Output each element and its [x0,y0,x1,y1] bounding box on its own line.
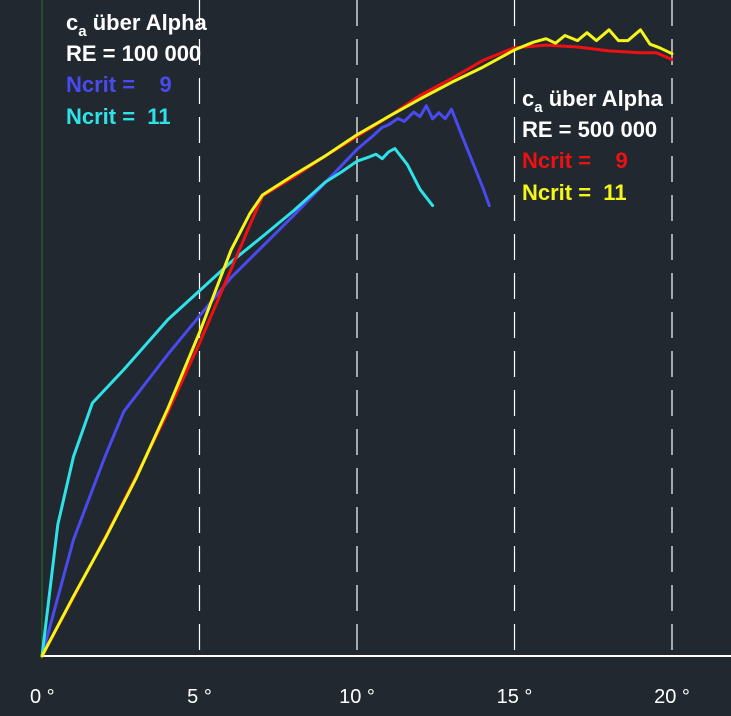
legend-title-c: c [522,86,534,111]
legend-title-rest: über Alpha [87,10,208,35]
series-layer [40,28,674,658]
legend-entry: Ncrit = 9 [66,72,172,97]
legend-entry: Ncrit = 11 [522,180,627,205]
legend-title-rest: über Alpha [543,86,664,111]
legend-title-c: c [66,10,78,35]
legend-re-label: RE = 500 000 [522,117,657,142]
legend-title: ca über Alpha [522,86,664,116]
x-tick-label: 0 ° [30,686,55,708]
legend-entry: Ncrit = 11 [66,104,171,129]
legend-title: ca über Alpha [66,10,208,40]
series-line-1 [40,147,435,658]
tick-label-layer: 0 ° 5 ° 10 ° 15 ° 20 ° [30,686,690,708]
axis-layer [41,0,731,657]
legend-title-sub: a [534,99,543,116]
legend-re-label: RE = 100 000 [66,41,201,66]
grid-layer [198,0,673,656]
x-tick-label: 5 ° [187,686,212,708]
series-line-3 [40,28,674,658]
series-line-0 [40,104,491,658]
legend-title-sub: a [78,23,87,40]
x-tick-label: 15 ° [497,686,533,708]
x-tick-label: 20 ° [654,686,690,708]
x-tick-label: 10 ° [339,686,375,708]
legend-entry: Ncrit = 9 [522,148,628,173]
